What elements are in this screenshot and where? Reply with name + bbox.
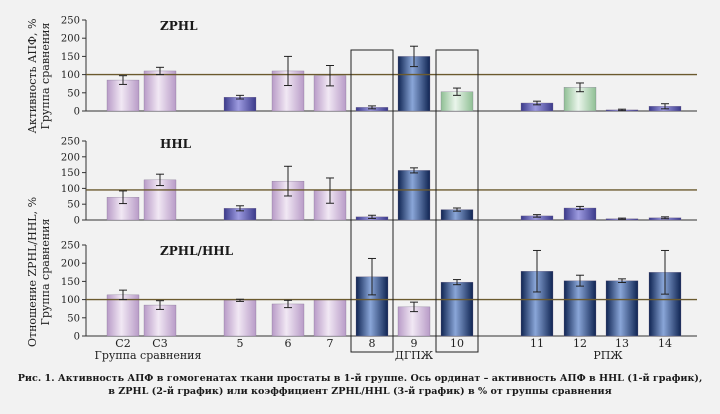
error-bar-12 (576, 82, 584, 93)
error-bar-6 (284, 165, 292, 197)
error-bar-8 (368, 257, 376, 296)
y-tick-label: 150 (61, 168, 80, 179)
x-tick-label-10: 10 (450, 337, 464, 350)
y-axis-title-bottom-line1: Отношение ZPHL/HHL, % (26, 197, 39, 347)
bar-13 (605, 280, 639, 337)
panel-title: ZPHL/HHL (160, 244, 234, 258)
highlight-frame-10 (435, 49, 479, 353)
error-bar-C3 (156, 173, 164, 187)
y-tick-label: 250 (61, 137, 80, 148)
group-label-comparison: Группа сравнения (95, 349, 202, 362)
y-tick-label: 0 (74, 107, 80, 118)
error-bar-13 (618, 278, 626, 283)
highlight-frame-8 (350, 49, 394, 353)
x-tick-label-11: 11 (530, 337, 544, 350)
error-bar-14 (661, 103, 669, 110)
y-tick-label: 250 (61, 16, 80, 27)
bar-C2 (106, 294, 140, 337)
y-tick-label: 250 (61, 241, 80, 252)
bar-10 (440, 281, 474, 337)
caption-line1: Рис. 1. Активность АПФ в гомогенатах тка… (18, 373, 703, 384)
x-tick-label-14: 14 (658, 337, 672, 350)
y-axis-title-bottom: Отношение ZPHL/HHL, % Группа сравнения (26, 197, 52, 347)
y-tick-label: 200 (61, 259, 80, 270)
y-tick-label: 200 (61, 152, 80, 163)
error-bar-9 (410, 167, 418, 174)
error-bar-5 (236, 298, 244, 302)
error-bar-10 (453, 207, 461, 212)
x-tick-label-5: 5 (237, 337, 244, 350)
y-tick-label: 50 (67, 313, 80, 324)
error-bar-C3 (156, 300, 164, 310)
chart-panel-1: 0 50 100 150 200 250 ZPHL (61, 16, 697, 118)
error-bar-8 (368, 105, 376, 110)
error-bar-C3 (156, 66, 164, 76)
error-bar-6 (284, 299, 292, 309)
error-bar-5 (236, 94, 244, 100)
error-bar-9 (410, 45, 418, 68)
chart-panel-3: 0 50 100 150 200 250 ZPHL/HHL (61, 241, 697, 343)
y-axis-title-top-line1: Активность АПФ, % (26, 18, 39, 133)
y-tick-label: 0 (74, 216, 80, 227)
error-bar-6 (284, 55, 292, 87)
y-axis-title-bottom-line2: Группа сравнения (39, 218, 52, 325)
bar-12 (563, 280, 597, 337)
error-bar-11 (533, 249, 541, 293)
bar-7 (313, 299, 347, 337)
bar-6 (271, 303, 305, 337)
x-tick-label-C2: C2 (115, 337, 130, 350)
error-bar-10 (453, 87, 461, 96)
y-tick-label: 50 (67, 88, 80, 99)
chart-panel-2: 0 50 100 150 200 250 HHL (61, 137, 697, 227)
bar-5 (223, 300, 257, 337)
y-tick-label: 0 (74, 332, 80, 343)
bar-C3 (143, 304, 177, 337)
bar-C2 (106, 79, 140, 112)
y-tick-label: 200 (61, 34, 80, 45)
error-bar-8 (368, 214, 376, 219)
y-axis-title-top: Активность АПФ, % Группа сравнения (26, 18, 52, 133)
error-bar-11 (533, 214, 541, 218)
error-bar-7 (326, 65, 334, 87)
caption-line2: в ZPHL (2-й график) или коэффициент ZPHL… (108, 386, 611, 397)
y-tick-label: 150 (61, 277, 80, 288)
bar-C3 (143, 70, 177, 112)
y-tick-label: 100 (61, 70, 80, 81)
error-bar-13 (618, 217, 626, 220)
error-bar-13 (618, 108, 626, 112)
x-tick-label-6: 6 (285, 337, 292, 350)
panel-title: ZPHL (160, 19, 198, 33)
x-tick-label-8: 8 (369, 337, 376, 350)
x-tick-label-C3: C3 (152, 337, 167, 350)
bar-C3 (143, 179, 177, 221)
error-bar-C2 (119, 75, 127, 85)
error-bar-14 (661, 249, 669, 295)
error-bar-5 (236, 205, 244, 212)
group-label-rpzh: РПЖ (593, 349, 623, 362)
x-tick-label-9: 9 (411, 337, 418, 350)
y-tick-label: 100 (61, 295, 80, 306)
x-tick-label-13: 13 (615, 337, 629, 350)
error-bar-7 (326, 177, 334, 204)
error-bar-C2 (119, 289, 127, 301)
error-bar-10 (453, 279, 461, 286)
error-bar-14 (661, 216, 669, 220)
bar-9 (397, 170, 431, 221)
x-tick-label-12: 12 (573, 337, 587, 350)
y-axis-title-top-line2: Группа сравнения (39, 22, 52, 129)
error-bar-C2 (119, 190, 127, 205)
x-tick-label-7: 7 (327, 337, 334, 350)
error-bar-9 (410, 301, 418, 313)
error-bar-12 (576, 205, 584, 211)
error-bar-11 (533, 100, 541, 106)
group-label-dgpzh: ДГПЖ (395, 349, 434, 362)
error-bar-12 (576, 274, 584, 287)
panel-title: HHL (160, 137, 192, 151)
y-tick-label: 100 (61, 184, 80, 195)
y-tick-label: 50 (67, 200, 80, 211)
y-tick-label: 150 (61, 52, 80, 63)
